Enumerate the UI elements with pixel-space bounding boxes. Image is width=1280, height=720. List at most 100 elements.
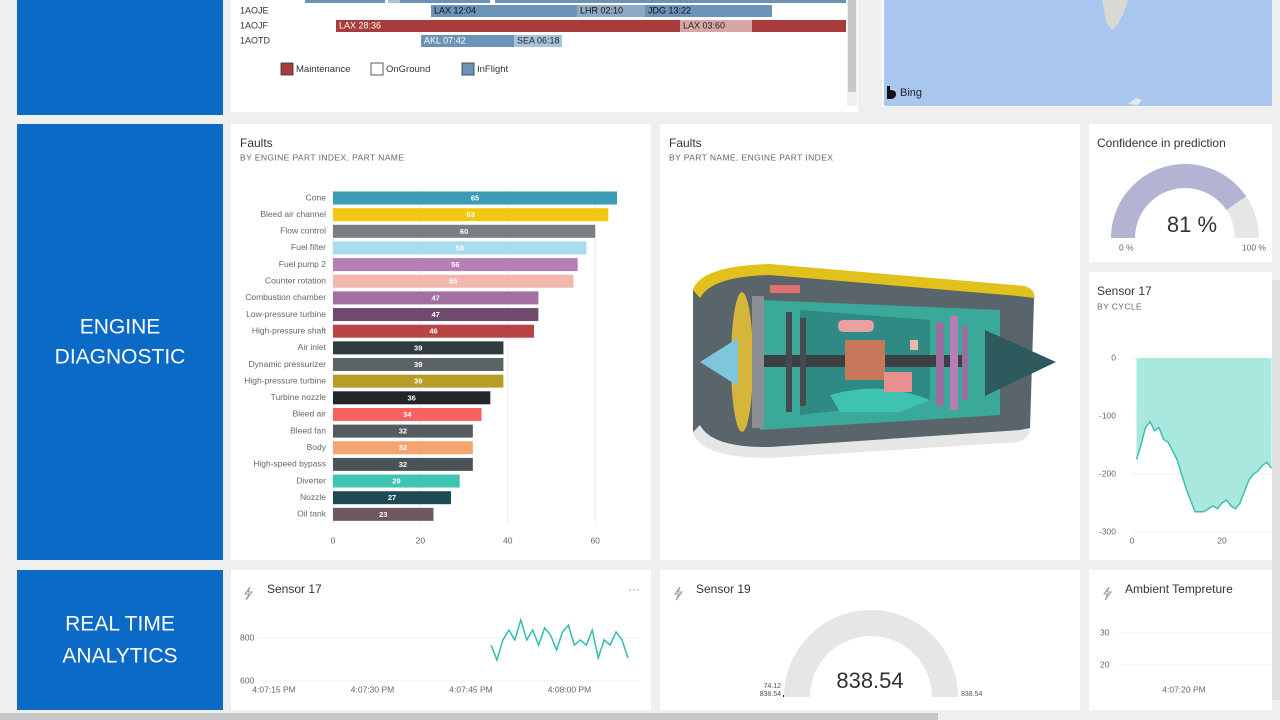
- dynamic-layer: 1AOJE LAX 12:04 LHR 02:10 JDG 13:22 1AOJF LAX…: [240, 5, 1273, 698]
- y-tick-label: -100: [1099, 410, 1116, 420]
- line: [490, 617, 629, 663]
- bar-value-label: 39: [414, 377, 422, 386]
- y-tick-label: Oil tank: [297, 509, 327, 519]
- gauge-min: 0 %: [1119, 242, 1134, 252]
- bar-value-label: 55: [449, 277, 457, 286]
- bar: [333, 407, 482, 421]
- bar: [333, 457, 473, 471]
- tile: [1089, 570, 1272, 710]
- bar: [333, 274, 574, 288]
- gantt-bar: [431, 5, 577, 17]
- y-tick-label: Fuel filter: [291, 242, 326, 252]
- y-tick-label: 600: [240, 675, 254, 685]
- bar-value-label: 46: [429, 327, 437, 336]
- chart-title: Sensor 17: [1097, 284, 1152, 298]
- section-title: ANALYTICS: [62, 645, 177, 668]
- section-title: ENGINE: [80, 316, 161, 339]
- section-panel: [17, 0, 223, 115]
- y-tick-label: 0: [1111, 352, 1116, 362]
- engine-illustration: [693, 264, 1056, 458]
- x-tick-label: 4:08:00 PM: [548, 684, 591, 694]
- y-tick-label: Combustion chamber: [245, 292, 326, 302]
- gantt-row-label: 1AOTD: [240, 35, 271, 45]
- gantt-bar-label: AKL 07:42: [424, 35, 466, 45]
- gauge-fill: [784, 610, 958, 697]
- bar-value-label: 65: [471, 193, 479, 202]
- section-title: DIAGNOSTIC: [55, 346, 186, 369]
- gantt-row-label: 1AOJE: [240, 5, 269, 15]
- vertical-scrollbar[interactable]: [1272, 280, 1280, 700]
- tile: [660, 570, 1080, 710]
- bar: [333, 224, 596, 238]
- legend-swatch: [280, 62, 294, 76]
- y-tick-label: Turbine nozzle: [271, 392, 327, 402]
- bar-value-label: 60: [460, 227, 468, 236]
- bar: [333, 474, 460, 488]
- bar-value-label: 29: [392, 477, 400, 486]
- map-land: [1102, 0, 1128, 30]
- gantt-bar: [577, 5, 645, 17]
- y-tick-label: Cone: [306, 192, 327, 202]
- y-tick-label: Bleed air channel: [260, 209, 326, 219]
- chart-title: Faults: [240, 136, 273, 150]
- legend-swatch: [461, 62, 475, 76]
- bar: [333, 507, 434, 521]
- chart-subtitle: BY CYCLE: [1097, 301, 1142, 311]
- bar: [333, 291, 539, 305]
- legend-label: InFlight: [477, 64, 509, 75]
- x-tick-label: 20: [416, 535, 426, 545]
- bar: [333, 358, 504, 371]
- tile-title: Ambient Tempreture: [1125, 582, 1233, 596]
- gantt-bar-partial: [388, 0, 400, 3]
- y-tick-label: High-pressure shaft: [252, 325, 327, 335]
- tile-title: Sensor 17: [267, 582, 322, 596]
- bar-value-label: 56: [451, 260, 459, 269]
- y-tick-label: Air inlet: [298, 342, 327, 352]
- chart-subtitle: BY ENGINE PART INDEX, PART NAME: [240, 152, 404, 162]
- live-icon: [674, 586, 683, 601]
- bar-value-label: 47: [432, 310, 440, 319]
- bar: [333, 208, 609, 222]
- map-land: [1128, 98, 1142, 105]
- gantt-bar: [752, 20, 846, 32]
- bar-value-label: 32: [399, 443, 407, 452]
- gantt-bar: [680, 20, 752, 32]
- y-tick-label: High-pressure turbine: [244, 375, 326, 385]
- gantt-bar-partial: [305, 0, 385, 3]
- bar-value-label: 36: [407, 393, 415, 402]
- gauge-max: 838.54: [961, 691, 983, 698]
- horizontal-scrollbar[interactable]: [0, 713, 938, 720]
- gantt-bar-label: LAX 12:04: [434, 5, 476, 15]
- y-tick-label: Counter rotation: [265, 276, 326, 286]
- gantt-bar: [421, 35, 514, 47]
- y-tick-label: 20: [1100, 659, 1110, 669]
- y-tick-label: 30: [1100, 627, 1110, 637]
- bar: [333, 324, 535, 338]
- x-tick-label: 60: [590, 535, 600, 545]
- gauge-min: 74.12: [763, 683, 781, 690]
- gauge-value: 81 %: [1167, 212, 1217, 237]
- bar-value-label: 58: [456, 243, 464, 252]
- tile-title: Sensor 19: [696, 582, 751, 596]
- gantt-bar: [336, 20, 680, 32]
- scrollbar-thumb[interactable]: [848, 0, 856, 92]
- gantt-bar-label: JDG 13:22: [648, 5, 691, 15]
- legend-label: Maintenance: [296, 64, 350, 75]
- gantt-bar: [645, 5, 772, 17]
- tile-menu[interactable]: ···: [628, 582, 640, 596]
- area-fill: [1136, 358, 1272, 512]
- y-tick-label: Bleed fan: [290, 425, 326, 435]
- bar-value-label: 39: [414, 360, 422, 369]
- bar: [333, 308, 539, 322]
- section-title: REAL TIME: [65, 613, 175, 636]
- chart-subtitle: BY PART NAME, ENGINE PART INDEX: [669, 152, 833, 162]
- bar-value-label: 27: [388, 493, 396, 502]
- y-tick-label: Fuel pump 2: [279, 259, 327, 269]
- legend-label: OnGround: [386, 64, 430, 75]
- bar-value-label: 47: [432, 293, 440, 302]
- y-tick-label: High-speed bypass: [253, 459, 326, 469]
- gantt-bar-label: LAX 28:36: [339, 20, 381, 30]
- chart-title: Faults: [669, 136, 702, 150]
- bar-value-label: 63: [466, 210, 474, 219]
- map[interactable]: [884, 0, 1272, 106]
